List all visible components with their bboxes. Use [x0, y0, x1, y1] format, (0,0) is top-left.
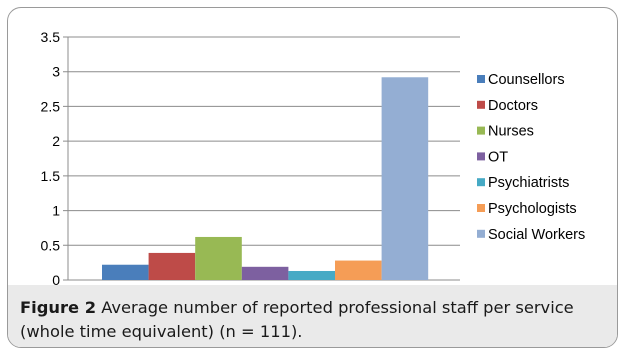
legend-label-3: OT	[488, 149, 508, 165]
figure-caption: Figure 2 Average number of reported prof…	[20, 296, 610, 344]
legend-label-6: Social Workers	[488, 227, 585, 243]
bar-social-workers	[381, 77, 429, 280]
legend-swatch-0	[477, 75, 485, 83]
legend-label-0: Counsellors	[488, 72, 565, 88]
y-tick-label-7: 3.5	[41, 29, 61, 45]
y-axis-ticks: 0 0.5 1 1.5 2 2.5 3 3.5	[41, 29, 61, 288]
caption-label: Figure 2	[20, 298, 97, 317]
legend-swatch-5	[477, 204, 485, 212]
legend-swatch-2	[477, 126, 485, 135]
y-tick-label-2: 1	[52, 203, 60, 219]
y-tick-label-1: 0.5	[41, 237, 61, 253]
y-tick-label-6: 3	[52, 64, 60, 80]
y-tick-label-3: 1.5	[41, 168, 61, 184]
legend-label-4: Psychiatrists	[488, 175, 569, 191]
bar-counsellors	[102, 264, 149, 280]
bar-doctors	[148, 252, 196, 280]
legend-label-1: Doctors	[488, 98, 538, 114]
bars	[102, 77, 429, 280]
caption-band	[8, 285, 617, 347]
y-tick-label-5: 2.5	[41, 98, 61, 114]
caption-text: Average number of reported professional …	[20, 298, 574, 341]
legend-swatch-1	[477, 100, 485, 109]
bar-ot	[241, 266, 289, 280]
y-tick-label-4: 2	[52, 133, 60, 149]
y-tick-label-0: 0	[52, 272, 60, 288]
bar-psychologists	[335, 260, 382, 280]
legend-label-5: Psychologists	[488, 201, 577, 217]
bar-psychiatrists	[288, 270, 335, 280]
legend: Counsellors Doctors Nurses OT Psychiatrists P…	[477, 72, 585, 243]
bar-nurses	[195, 236, 242, 280]
legend-swatch-6	[477, 229, 485, 238]
legend-swatch-3	[477, 152, 485, 161]
legend-label-2: Nurses	[488, 124, 534, 140]
legend-swatch-4	[477, 178, 485, 187]
